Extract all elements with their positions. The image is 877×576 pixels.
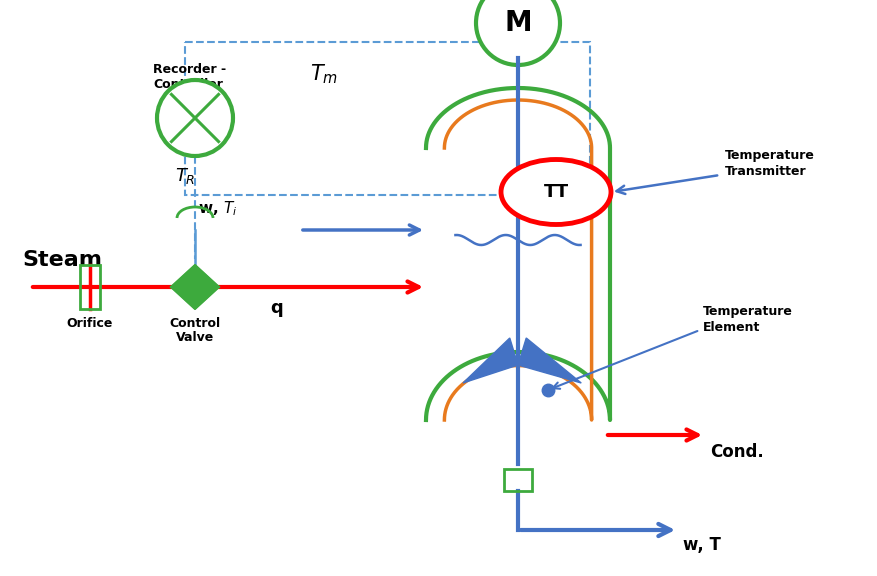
Text: Element: Element xyxy=(703,321,760,334)
Text: q: q xyxy=(270,299,282,317)
Text: TT: TT xyxy=(544,183,568,201)
Ellipse shape xyxy=(501,160,611,225)
Bar xyxy=(80,265,100,309)
Polygon shape xyxy=(518,338,581,383)
Text: Recorder -: Recorder - xyxy=(153,63,226,76)
Text: $T_m$: $T_m$ xyxy=(310,62,338,86)
Text: Temperature: Temperature xyxy=(703,305,793,318)
Text: w, T: w, T xyxy=(683,536,721,554)
Text: Controller: Controller xyxy=(153,78,223,91)
Text: Orifice: Orifice xyxy=(67,317,113,330)
Bar xyxy=(504,469,532,491)
Text: Transmitter: Transmitter xyxy=(725,165,807,178)
Text: w, $T_i$: w, $T_i$ xyxy=(197,199,237,218)
Text: Steam: Steam xyxy=(22,250,102,270)
Polygon shape xyxy=(463,338,518,383)
Circle shape xyxy=(157,80,233,156)
Text: Cond.: Cond. xyxy=(710,443,764,461)
Circle shape xyxy=(476,0,560,65)
Text: M: M xyxy=(504,9,531,37)
Text: Control: Control xyxy=(169,317,220,330)
Bar xyxy=(185,42,590,195)
Text: Valve: Valve xyxy=(176,331,214,344)
Polygon shape xyxy=(171,265,195,309)
Polygon shape xyxy=(195,265,219,309)
Text: Temperature: Temperature xyxy=(725,149,815,162)
Text: $T_R$: $T_R$ xyxy=(175,166,196,186)
